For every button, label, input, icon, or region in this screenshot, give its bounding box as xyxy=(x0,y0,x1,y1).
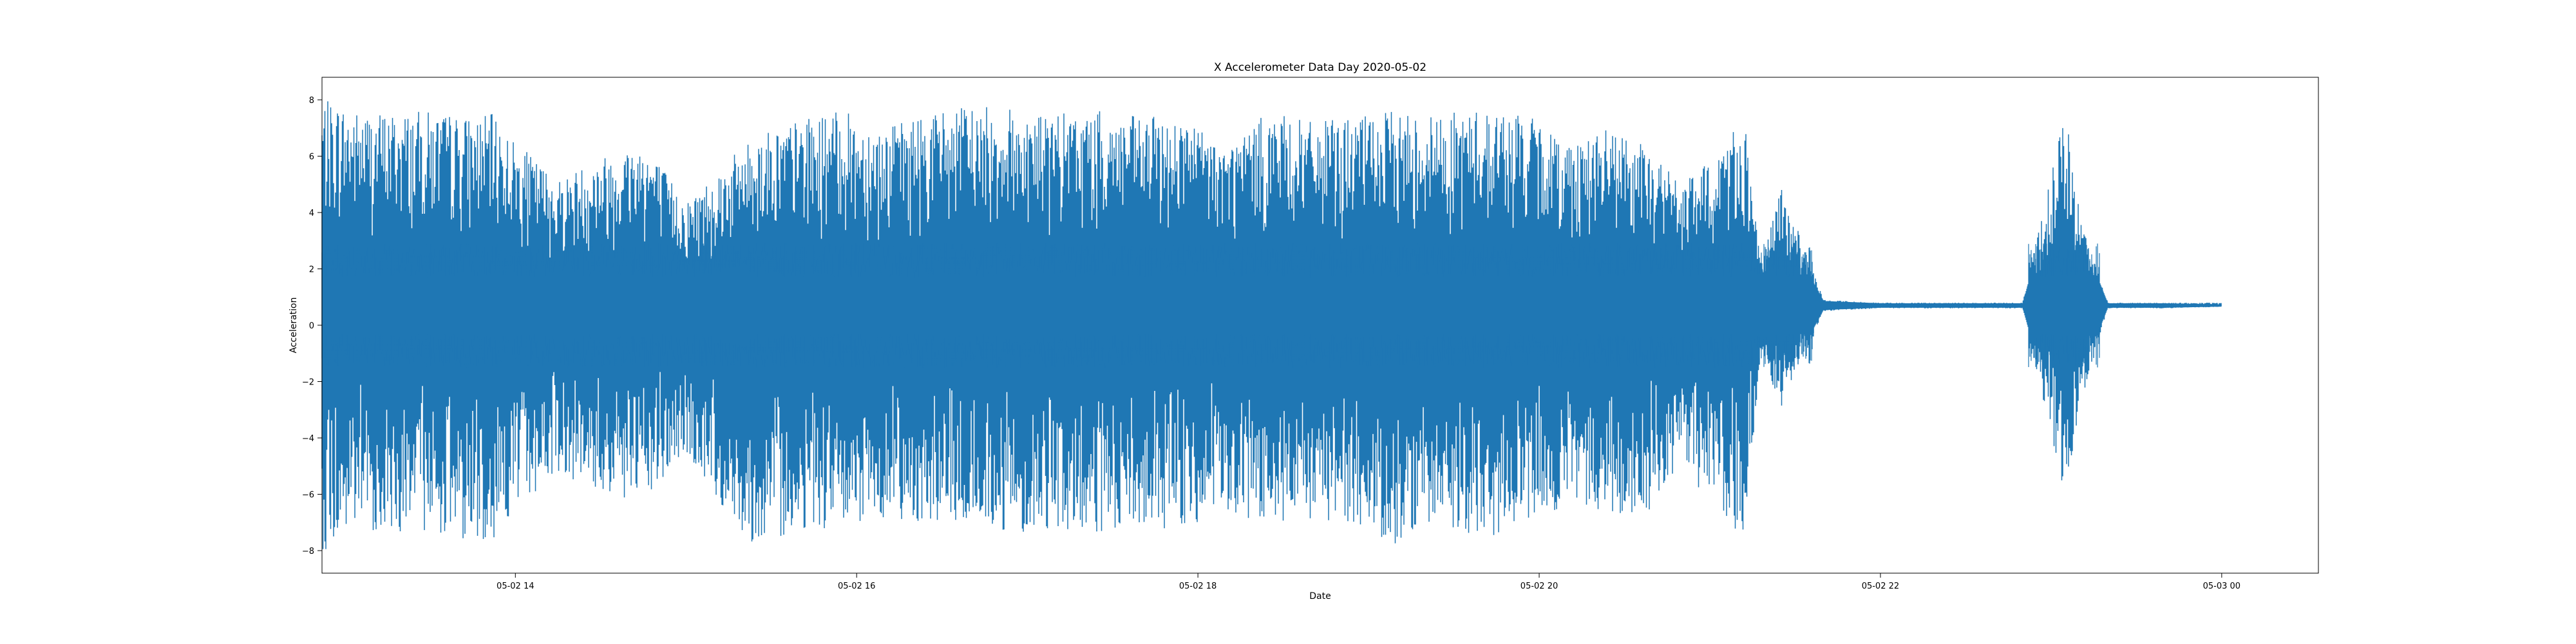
y-tick-label: −6 xyxy=(302,491,314,500)
y-tick-label: 2 xyxy=(309,265,314,275)
y-tick-label: 6 xyxy=(309,153,314,162)
x-axis-label: Date xyxy=(1309,591,1331,601)
x-tick-label: 05-02 16 xyxy=(838,582,875,591)
y-tick-label: 8 xyxy=(309,96,314,106)
y-tick-label: −2 xyxy=(302,378,314,388)
y-axis-ticks: 8 6 4 2 0 −2 −4 −6 −8 xyxy=(302,96,322,556)
y-tick-label: −4 xyxy=(302,434,314,444)
x-tick-label: 05-02 18 xyxy=(1179,582,1217,591)
x-tick-label: 05-02 22 xyxy=(1862,582,1899,591)
x-tick-label: 05-02 14 xyxy=(497,582,534,591)
chart-title: X Accelerometer Data Day 2020-05-02 xyxy=(1214,61,1426,74)
y-tick-label: 4 xyxy=(309,209,314,218)
y-tick-label: −8 xyxy=(302,547,314,556)
x-tick-label: 05-02 20 xyxy=(1520,582,1558,591)
y-axis-label: Acceleration xyxy=(289,298,299,354)
y-tick-label: 0 xyxy=(309,321,314,331)
x-axis-ticks: 05-02 14 05-02 16 05-02 18 05-02 20 05-02 22… xyxy=(497,573,2240,591)
x-tick-label: 05-03 00 xyxy=(2203,582,2240,591)
